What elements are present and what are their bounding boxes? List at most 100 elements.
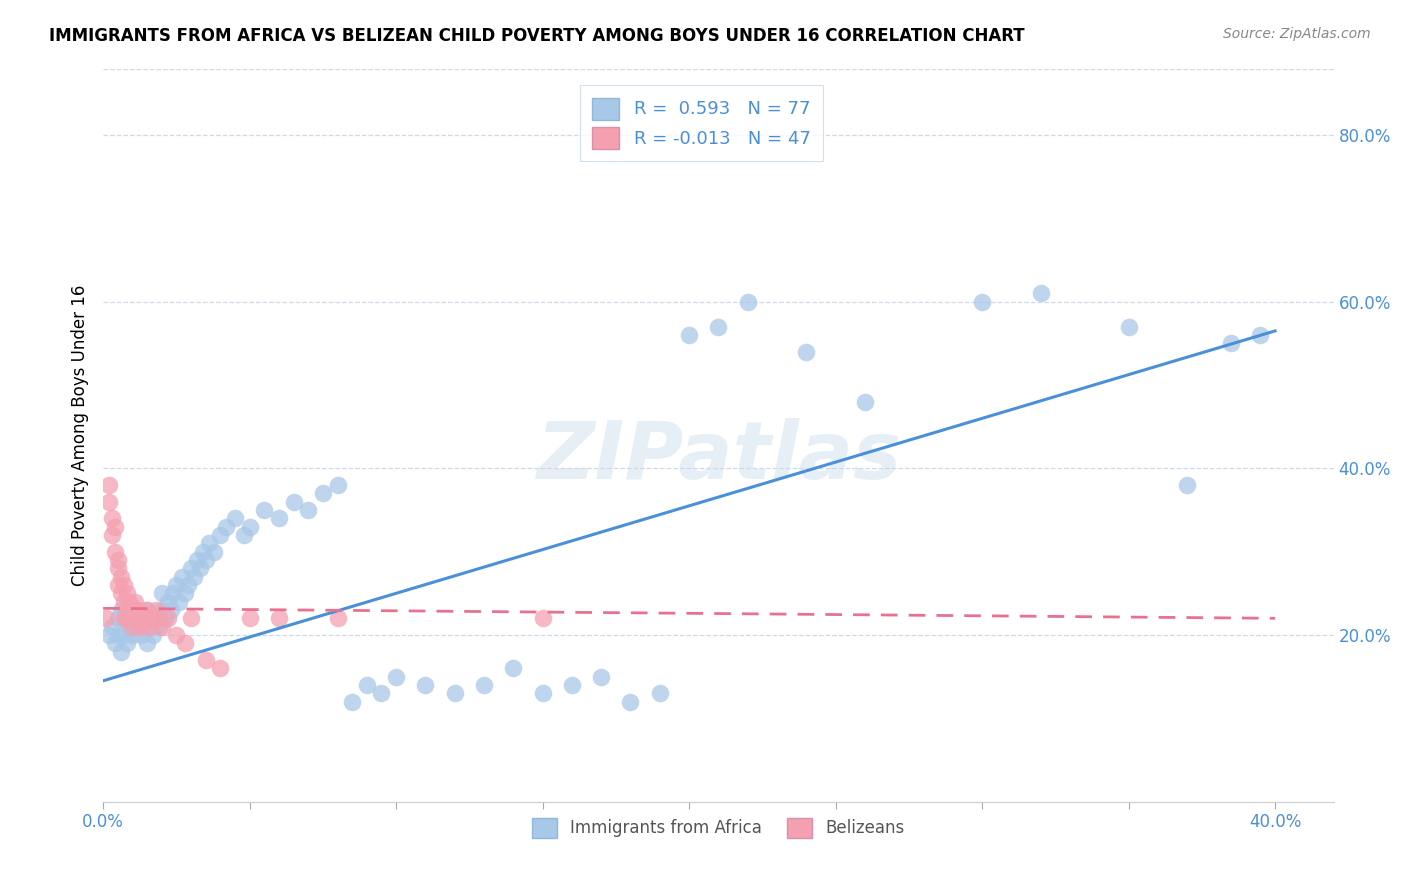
Point <box>194 553 217 567</box>
Point <box>136 636 159 650</box>
Point <box>678 328 700 343</box>
Point <box>145 603 167 617</box>
Point <box>297 503 319 517</box>
Point <box>1029 286 1052 301</box>
Point <box>107 578 129 592</box>
Point <box>183 569 205 583</box>
Point <box>267 511 290 525</box>
Point <box>165 628 187 642</box>
Point <box>191 544 214 558</box>
Point <box>121 628 143 642</box>
Point <box>356 678 378 692</box>
Point <box>127 611 149 625</box>
Point <box>101 511 124 525</box>
Point <box>224 511 246 525</box>
Point <box>1175 478 1198 492</box>
Point <box>165 578 187 592</box>
Point <box>619 695 641 709</box>
Point <box>107 611 129 625</box>
Point <box>239 519 262 533</box>
Point <box>180 611 202 625</box>
Point <box>142 611 165 625</box>
Point <box>1249 328 1271 343</box>
Point <box>124 594 146 608</box>
Point <box>112 594 135 608</box>
Text: ZIPatlas: ZIPatlas <box>536 418 901 496</box>
Point <box>443 686 465 700</box>
Point <box>561 678 583 692</box>
Text: IMMIGRANTS FROM AFRICA VS BELIZEAN CHILD POVERTY AMONG BOYS UNDER 16 CORRELATION: IMMIGRANTS FROM AFRICA VS BELIZEAN CHILD… <box>49 27 1025 45</box>
Point <box>970 294 993 309</box>
Point <box>110 569 132 583</box>
Point <box>112 611 135 625</box>
Point <box>194 653 217 667</box>
Point <box>124 603 146 617</box>
Point <box>156 611 179 625</box>
Point <box>136 611 159 625</box>
Point <box>326 478 349 492</box>
Point <box>98 478 121 492</box>
Point <box>134 611 156 625</box>
Point <box>853 394 876 409</box>
Point <box>104 636 127 650</box>
Point <box>115 636 138 650</box>
Point <box>94 611 117 625</box>
Point <box>794 344 817 359</box>
Point <box>215 519 238 533</box>
Point <box>156 594 179 608</box>
Point <box>204 544 226 558</box>
Point <box>253 503 276 517</box>
Point <box>112 578 135 592</box>
Point <box>502 661 524 675</box>
Point <box>104 544 127 558</box>
Point <box>531 611 554 625</box>
Point <box>129 628 152 642</box>
Point <box>104 519 127 533</box>
Point <box>107 553 129 567</box>
Text: Source: ZipAtlas.com: Source: ZipAtlas.com <box>1223 27 1371 41</box>
Point <box>145 611 167 625</box>
Point <box>1220 336 1243 351</box>
Point <box>267 611 290 625</box>
Point <box>115 586 138 600</box>
Point <box>121 611 143 625</box>
Point <box>707 319 730 334</box>
Point <box>129 611 152 625</box>
Point <box>124 603 146 617</box>
Point <box>159 603 181 617</box>
Point <box>139 620 162 634</box>
Point <box>112 611 135 625</box>
Point <box>98 494 121 508</box>
Point <box>174 636 197 650</box>
Point <box>129 620 152 634</box>
Point <box>312 486 335 500</box>
Point <box>1118 319 1140 334</box>
Legend: Immigrants from Africa, Belizeans: Immigrants from Africa, Belizeans <box>526 811 911 845</box>
Point <box>107 561 129 575</box>
Point <box>136 603 159 617</box>
Point <box>121 620 143 634</box>
Y-axis label: Child Poverty Among Boys Under 16: Child Poverty Among Boys Under 16 <box>72 285 89 586</box>
Point <box>98 628 121 642</box>
Point <box>150 620 173 634</box>
Point <box>118 594 141 608</box>
Point <box>142 628 165 642</box>
Point <box>209 661 232 675</box>
Point <box>531 686 554 700</box>
Point <box>340 695 363 709</box>
Point <box>110 645 132 659</box>
Point <box>385 670 408 684</box>
Point <box>148 611 170 625</box>
Point <box>110 586 132 600</box>
Point <box>121 603 143 617</box>
Point <box>127 620 149 634</box>
Point <box>139 620 162 634</box>
Point <box>472 678 495 692</box>
Point <box>209 528 232 542</box>
Point <box>239 611 262 625</box>
Point <box>283 494 305 508</box>
Point <box>370 686 392 700</box>
Point <box>177 578 200 592</box>
Point <box>180 561 202 575</box>
Point <box>101 528 124 542</box>
